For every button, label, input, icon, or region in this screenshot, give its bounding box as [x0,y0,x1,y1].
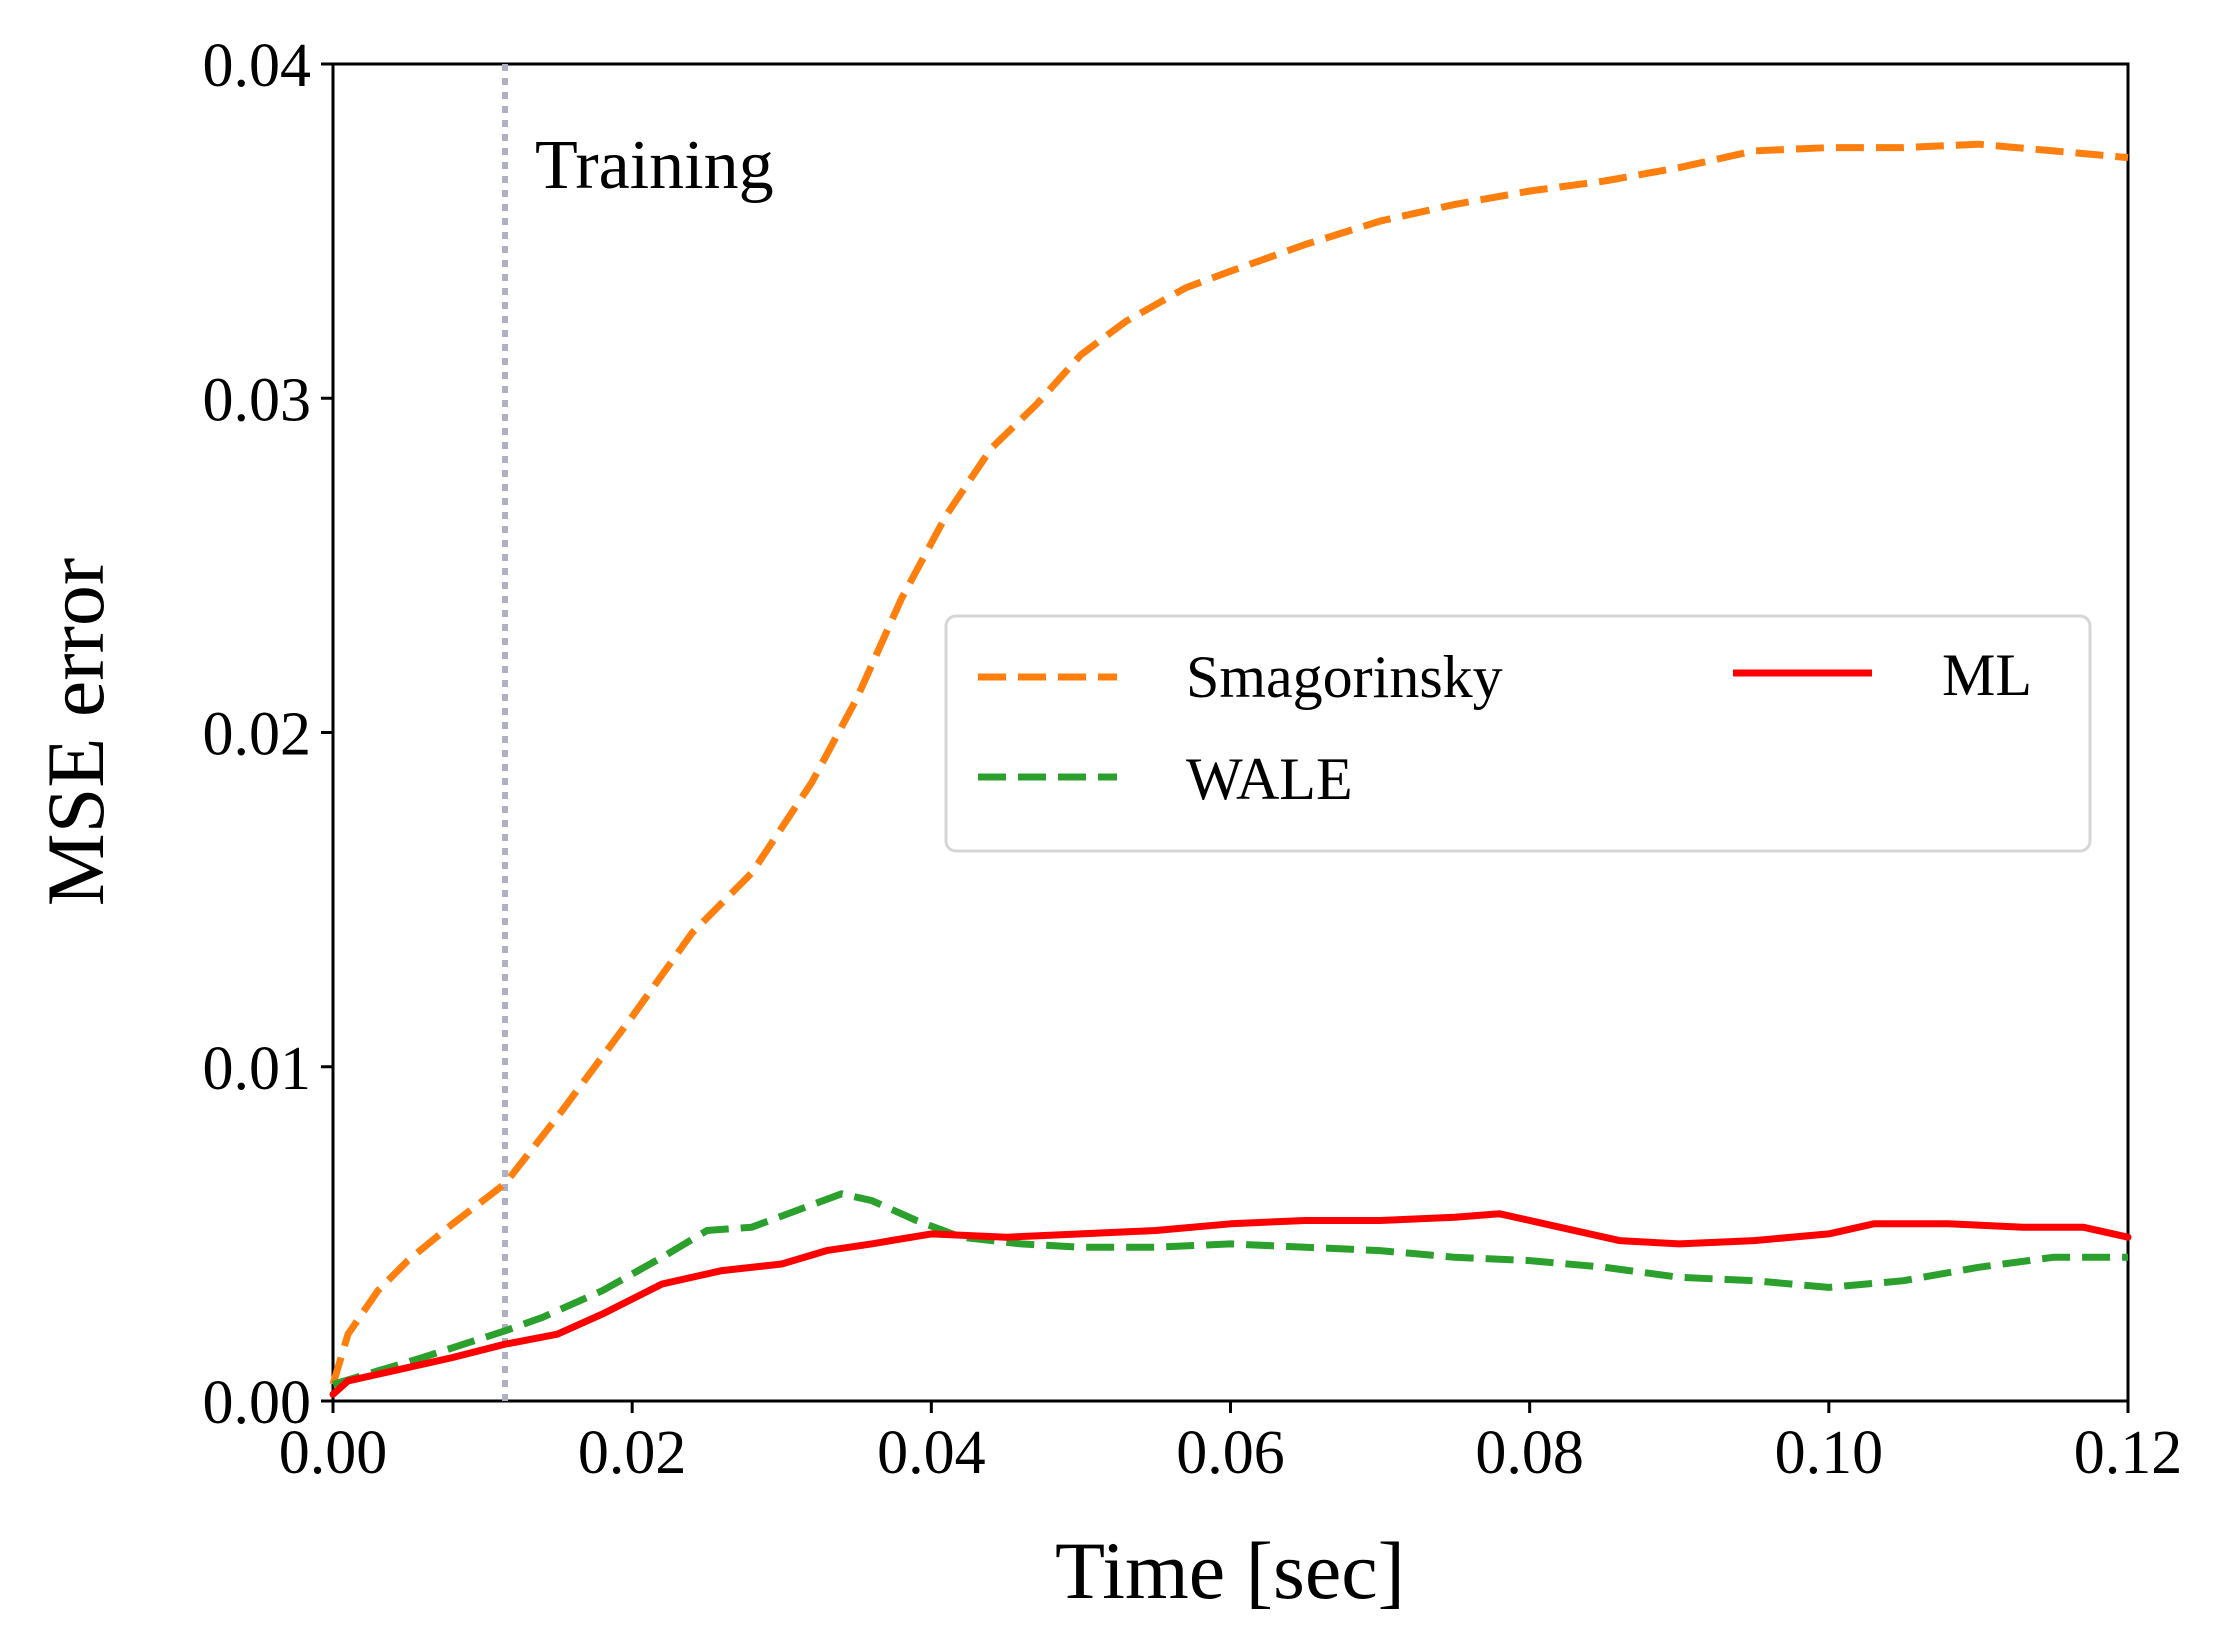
x-axis-ticks: 0.00 0.02 0.04 0.06 0.08 0.10 0.12 [279,1401,2183,1487]
x-tick-label: 0.08 [1475,1419,1584,1487]
y-tick-label: 0.02 [203,701,312,769]
x-tick-label: 0.02 [578,1419,687,1487]
x-tick-label: 0.10 [1775,1419,1884,1487]
legend-label-ml: ML [1942,642,2032,708]
y-tick-label: 0.00 [203,1369,312,1437]
series-group [329,140,2132,1398]
x-tick-label: 0.00 [279,1419,388,1487]
series-line-smagorinsky [329,140,2129,1386]
y-axis-label: MSE error [30,558,121,906]
y-tick-label: 0.01 [203,1035,312,1103]
legend-label-wale: WALE [1186,746,1353,812]
legend-label-smagorinsky: Smagorinsky [1186,644,1503,710]
x-tick-label: 0.12 [2074,1419,2183,1487]
training-annotation: Training [535,127,774,204]
x-axis-label: Time [sec] [1055,1525,1405,1616]
series-line-wale [331,1190,2128,1388]
x-tick-label: 0.06 [1176,1419,1285,1487]
y-tick-label: 0.03 [203,366,312,434]
y-tick-label: 0.04 [203,32,312,100]
legend: Smagorinsky WALE ML [944,614,2092,853]
x-tick-label: 0.04 [877,1419,986,1487]
series-line-ml [329,1210,2132,1398]
legend-box [944,614,2092,853]
y-axis-ticks: 0.00 0.01 0.02 0.03 0.04 [203,32,333,1437]
